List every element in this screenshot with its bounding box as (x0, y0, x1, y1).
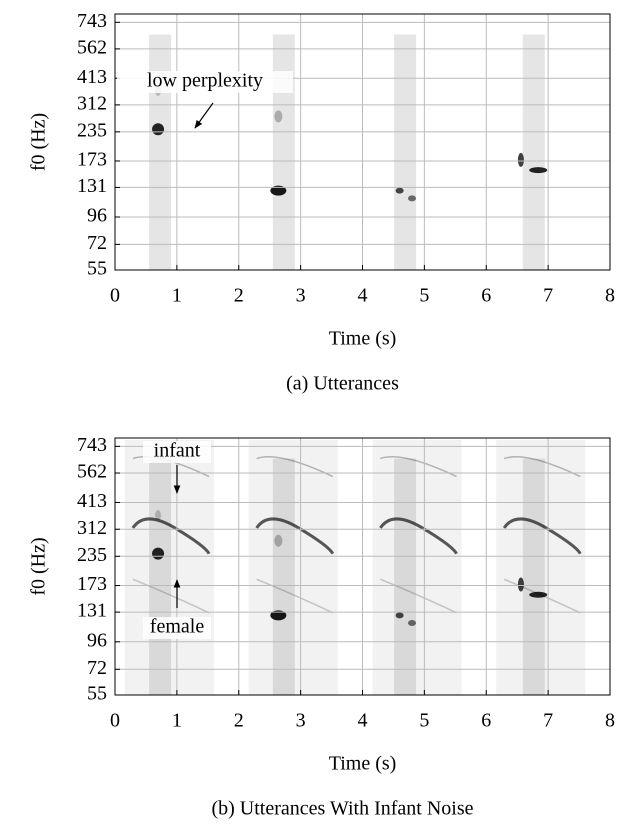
y-tick-label: 413 (77, 490, 107, 512)
speech-blob (274, 534, 283, 547)
y-tick-label: 96 (87, 205, 107, 227)
spectrogram-texture (149, 34, 548, 271)
x-tick-label: 5 (419, 710, 429, 732)
y-tick-label: 72 (87, 657, 107, 679)
annotation-bg (117, 71, 293, 93)
x-tick-label: 7 (543, 710, 553, 732)
plot-frame (114, 13, 611, 271)
speech-streak (394, 34, 417, 271)
y-tick-label: 96 (87, 629, 107, 651)
infant-harmonic (502, 517, 582, 555)
y-tick-label: 413 (77, 66, 107, 88)
speech-blob (529, 591, 548, 598)
noise-band (124, 440, 214, 695)
x-tick-label: 0 (110, 710, 120, 732)
x-axis-label: Time (s) (329, 753, 397, 775)
annotation: female (150, 616, 205, 638)
speech-blob (517, 577, 524, 592)
speech-blob (408, 195, 416, 202)
spectrogram-texture (124, 440, 586, 695)
annotation: infant (154, 440, 201, 462)
speech-streak (522, 34, 545, 271)
x-tick-label: 3 (296, 710, 306, 732)
y-tick-label: 55 (87, 683, 107, 705)
speech-blob (395, 187, 404, 194)
y-tick-label: 131 (77, 600, 107, 622)
speech-blob (270, 610, 287, 621)
y-tick-label: 235 (77, 119, 107, 141)
speech-streak (149, 34, 172, 271)
infant-harmonic (131, 517, 211, 555)
speech-blob (152, 547, 165, 560)
noise-band (372, 440, 462, 695)
infant-harmonic (379, 517, 458, 555)
annotation-bg (143, 617, 211, 639)
infant-harmonic (132, 578, 210, 614)
x-tick-label: 6 (481, 710, 491, 732)
y-tick-label: 743 (77, 10, 107, 32)
y-tick-label: 562 (77, 461, 107, 483)
annotation: low perplexity (147, 70, 263, 92)
speech-streak (272, 34, 295, 271)
y-tick-label: 562 (77, 36, 107, 58)
speech-streak (272, 458, 295, 695)
infant-harmonic (380, 456, 457, 478)
y-tick-label: 312 (77, 517, 107, 539)
speech-blob (395, 612, 404, 619)
x-tick-label: 0 (110, 285, 120, 307)
x-axis-label: Time (s) (329, 328, 397, 350)
y-axis-label: f0 (Hz) (28, 113, 50, 171)
infant-harmonic (380, 578, 457, 614)
infant-harmonic (503, 456, 581, 478)
x-tick-label: 3 (296, 285, 306, 307)
y-tick-label: 173 (77, 149, 107, 171)
x-tick-label: 1 (172, 710, 182, 732)
x-tick-label: 4 (358, 285, 368, 307)
y-tick-label: 312 (77, 92, 107, 114)
y-tick-label: 743 (77, 434, 107, 456)
y-tick-label: 131 (77, 175, 107, 197)
infant-harmonic (256, 578, 334, 614)
speech-blob (517, 152, 524, 167)
x-tick-label: 8 (605, 710, 615, 732)
y-axis-label: f0 (Hz) (28, 537, 50, 595)
noise-band (248, 440, 338, 695)
speech-streak (149, 458, 172, 695)
y-tick-label: 72 (87, 232, 107, 254)
x-tick-label: 2 (234, 710, 244, 732)
speech-blob (152, 123, 165, 136)
annotation-bg (143, 441, 211, 463)
x-tick-label: 4 (358, 710, 368, 732)
speech-blob (408, 620, 416, 627)
speech-blob (529, 167, 548, 174)
y-tick-label: 235 (77, 544, 107, 566)
speech-streak (394, 458, 417, 695)
y-tick-label: 173 (77, 573, 107, 595)
speech-blob (274, 110, 283, 123)
x-tick-label: 1 (172, 285, 182, 307)
noise-band (496, 440, 586, 695)
plot-frame (114, 437, 611, 696)
speech-blob (270, 185, 287, 196)
annotation-arrow (194, 102, 214, 129)
infant-harmonic (256, 456, 334, 478)
x-tick-label: 8 (605, 285, 615, 307)
y-tick-label: 55 (87, 258, 107, 280)
x-tick-label: 6 (481, 285, 491, 307)
speech-blob (155, 510, 162, 521)
x-tick-label: 7 (543, 285, 553, 307)
x-tick-label: 5 (419, 285, 429, 307)
caption: (b) Utterances With Infant Noise (211, 798, 473, 820)
infant-harmonic (255, 517, 335, 555)
speech-streak (522, 458, 545, 695)
caption: (a) Utterances (286, 373, 399, 395)
x-tick-label: 2 (234, 285, 244, 307)
